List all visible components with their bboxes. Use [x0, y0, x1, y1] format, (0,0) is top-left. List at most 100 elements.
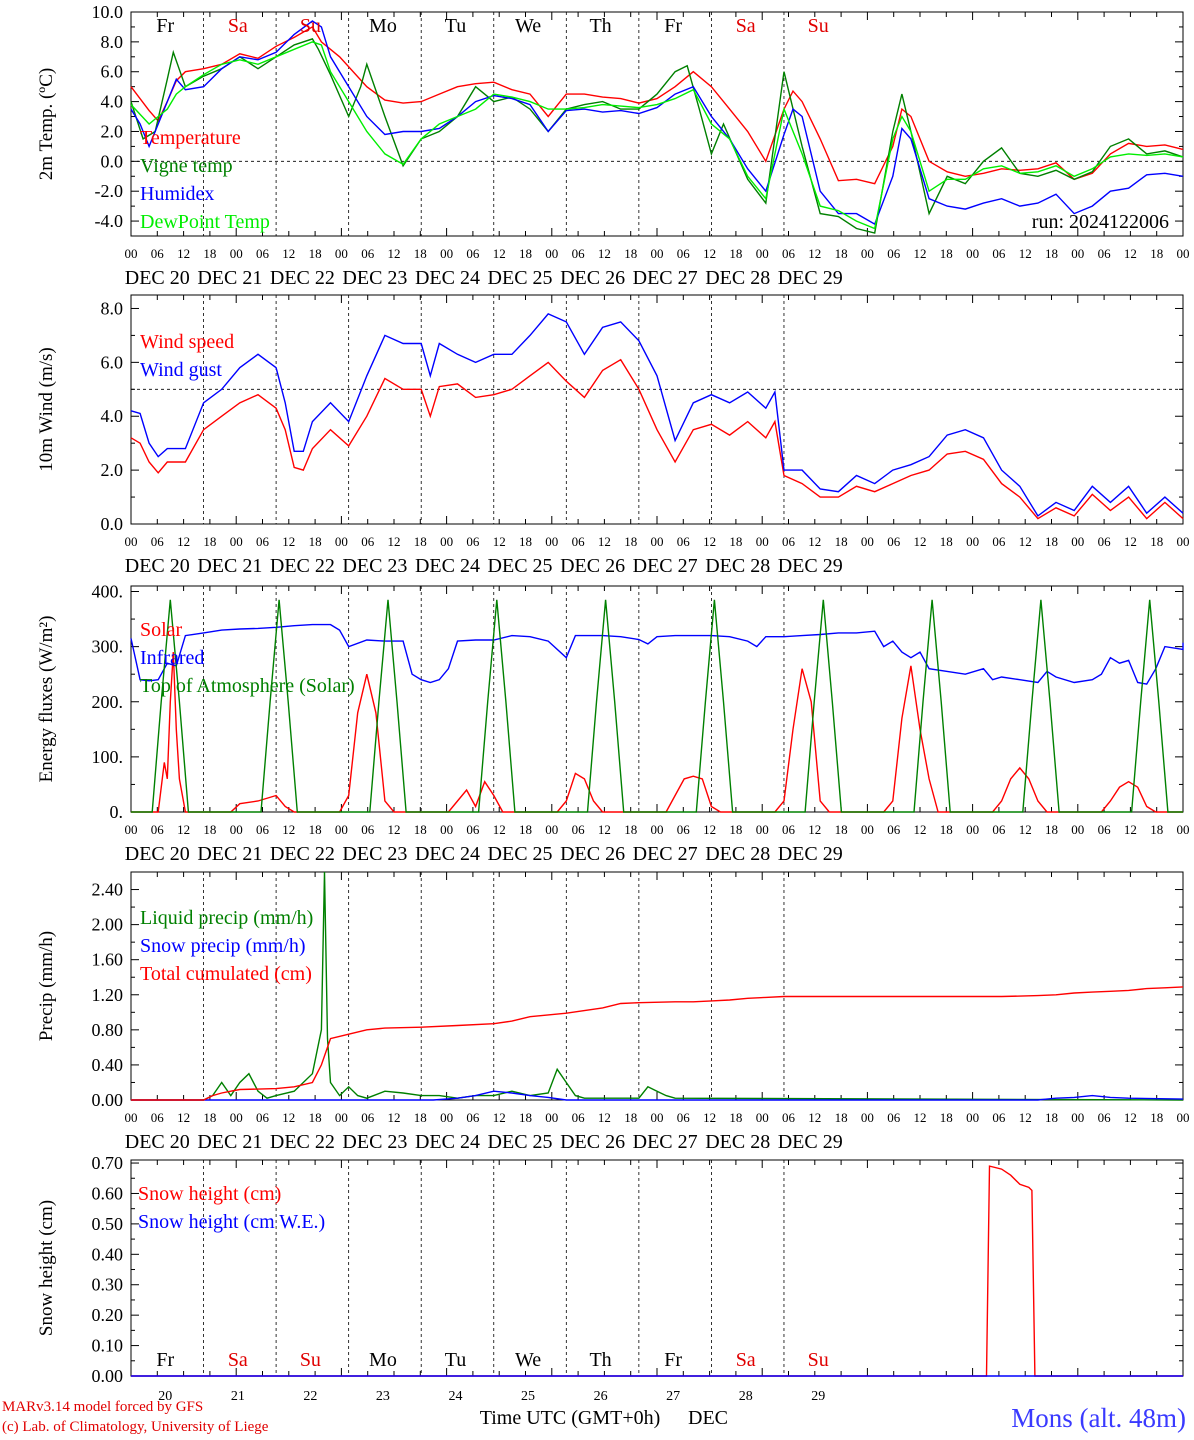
y-tick-label: 200. — [92, 692, 124, 712]
y-tick-label: 0.00 — [92, 1090, 124, 1110]
y-tick-label: -4.0 — [95, 211, 124, 231]
weekday-label: Fr — [664, 1349, 682, 1371]
hour-tick-label: 06 — [1098, 534, 1112, 549]
day-number-label: 21 — [231, 1389, 245, 1404]
hour-tick-label: 18 — [1150, 534, 1163, 549]
day-number-label: 20 — [158, 1389, 172, 1404]
hour-tick-label: 06 — [151, 246, 165, 261]
hour-tick-label: 00 — [756, 534, 769, 549]
legend-entry: Snow precip (mm/h) — [140, 935, 306, 957]
hour-tick-label: 12 — [1019, 822, 1032, 837]
weekday-label: Fr — [156, 1349, 174, 1371]
y-tick-label: 300. — [92, 637, 124, 657]
hour-tick-label: 00 — [1071, 1110, 1084, 1125]
hour-tick-label: 06 — [572, 1110, 586, 1125]
hour-tick-label: 12 — [493, 1110, 506, 1125]
y-axis-label: Precip (mm/h) — [36, 931, 57, 1041]
hour-tick-label: 06 — [361, 1110, 375, 1125]
y-tick-label: 0.40 — [92, 1244, 124, 1264]
hour-tick-label: 18 — [940, 1110, 953, 1125]
series-line — [131, 1090, 1184, 1101]
y-tick-label: 0.50 — [92, 1214, 124, 1234]
hour-tick-label: 12 — [282, 534, 295, 549]
legend-entry: Snow height (cm) — [138, 1183, 281, 1205]
day-label: DEC 20 — [125, 843, 190, 865]
hour-tick-label: 06 — [466, 1110, 480, 1125]
hour-tick-label: 00 — [861, 534, 874, 549]
weekday-label: Tu — [445, 15, 467, 37]
hour-tick-label: 12 — [493, 246, 506, 261]
hour-tick-label: 00 — [230, 534, 243, 549]
y-tick-label: 0.40 — [92, 1055, 124, 1075]
hour-tick-label: 12 — [1019, 1110, 1032, 1125]
hour-tick-label: 00 — [545, 534, 558, 549]
hour-tick-label: 12 — [598, 822, 611, 837]
hour-tick-label: 00 — [230, 246, 243, 261]
day-label: DEC 23 — [342, 555, 407, 577]
series-line — [130, 20, 1184, 226]
y-tick-label: 4.0 — [101, 92, 124, 112]
hour-tick-label: 18 — [414, 534, 427, 549]
x-axis-label: Time UTC (GMT+0h) — [480, 1407, 661, 1429]
legend-entry: Wind speed — [140, 331, 234, 353]
y-tick-label: 8.0 — [101, 32, 124, 52]
y-axis-label: Snow height (cm) — [36, 1200, 57, 1336]
hour-tick-label: 00 — [230, 1110, 243, 1125]
hour-tick-label: 12 — [282, 1110, 295, 1125]
day-label: DEC 22 — [270, 267, 335, 289]
y-tick-label: 0.0 — [101, 151, 124, 171]
y-tick-label: -2.0 — [95, 181, 124, 201]
series-line — [131, 1165, 1183, 1377]
panel-3: 00 06 12 18 00 06 12 18 00 06 12 18 00 06 12 18 00 06 12 18… — [36, 582, 1190, 865]
hour-tick-label: 12 — [493, 534, 506, 549]
hour-tick-label: 18 — [1045, 822, 1058, 837]
y-tick-label: 0.20 — [92, 1305, 124, 1325]
hour-tick-label: 12 — [914, 1110, 927, 1125]
weekday-label: Su — [300, 15, 321, 37]
day-label: DEC 20 — [125, 555, 190, 577]
hour-tick-label: 06 — [887, 822, 901, 837]
hour-tick-label: 18 — [624, 534, 637, 549]
hour-tick-label: 00 — [335, 534, 348, 549]
hour-tick-label: 12 — [703, 246, 716, 261]
y-tick-label: 0.70 — [92, 1153, 124, 1173]
y-tick-label: 6.0 — [101, 62, 124, 82]
hour-tick-label: 06 — [256, 822, 270, 837]
hour-tick-label: 00 — [1177, 534, 1190, 549]
weekday-label: Mo — [369, 1349, 397, 1371]
hour-tick-label: 12 — [493, 822, 506, 837]
y-tick-label: 0.60 — [92, 1183, 124, 1203]
hour-tick-label: 18 — [729, 822, 742, 837]
model-credit: MARv3.14 model forced by GFS — [2, 1399, 204, 1415]
day-label: DEC 28 — [705, 843, 770, 865]
hour-tick-label: 18 — [203, 1110, 216, 1125]
hour-tick-label: 06 — [361, 822, 375, 837]
hour-tick-label: 00 — [545, 822, 558, 837]
day-number-label: 26 — [594, 1389, 608, 1404]
hour-tick-label: 12 — [808, 1110, 821, 1125]
hour-tick-label: 06 — [782, 1110, 796, 1125]
day-label: DEC 24 — [415, 555, 480, 577]
hour-tick-label: 18 — [414, 1110, 427, 1125]
hour-tick-label: 18 — [519, 1110, 532, 1125]
hour-tick-label: 00 — [440, 534, 453, 549]
hour-tick-label: 00 — [125, 1110, 138, 1125]
hour-tick-label: 18 — [519, 534, 532, 549]
hour-tick-label: 18 — [203, 246, 216, 261]
hour-tick-label: 18 — [309, 1110, 322, 1125]
day-label: DEC 26 — [560, 1131, 625, 1153]
hour-tick-label: 06 — [572, 534, 586, 549]
legend-entry: Wind gust — [140, 359, 222, 381]
hour-tick-label: 18 — [414, 822, 427, 837]
series-line — [131, 871, 1184, 1101]
day-number-label: 25 — [521, 1389, 535, 1404]
hour-tick-label: 06 — [361, 534, 375, 549]
hour-tick-label: 06 — [151, 1110, 165, 1125]
y-tick-label: 10.0 — [92, 2, 124, 22]
hour-tick-label: 00 — [966, 246, 979, 261]
hour-tick-label: 12 — [598, 1110, 611, 1125]
legend-entry: Infrared — [140, 647, 204, 669]
legend-entry: Snow height (cm W.E.) — [138, 1211, 325, 1233]
legend-entry: Total cumulated (cm) — [140, 963, 312, 985]
